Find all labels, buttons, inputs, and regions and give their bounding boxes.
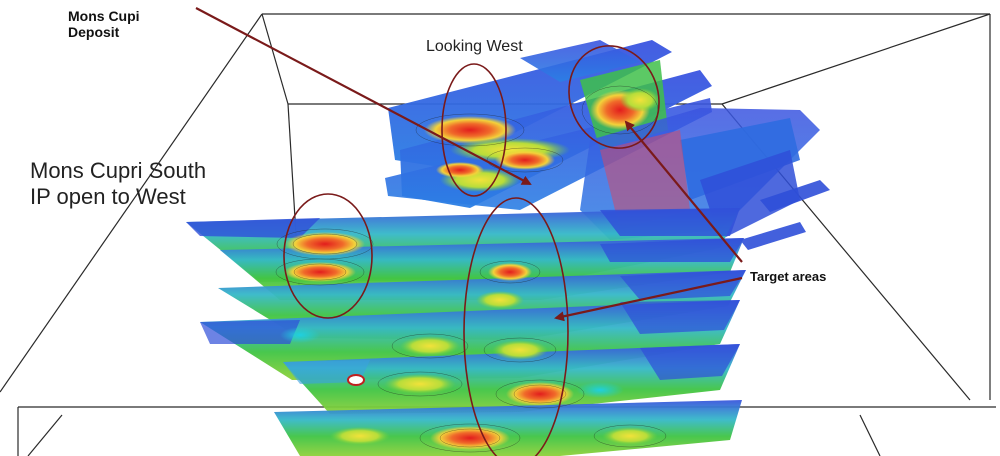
ellipse-south-west [283, 193, 373, 319]
upper-ip-sections [385, 40, 830, 250]
looking-west-label: Looking West [426, 38, 523, 55]
ellipse-upper-right [568, 45, 660, 149]
ellipse-south-center [463, 197, 569, 456]
south-label-line1: Mons Cupri South [30, 158, 207, 183]
target-areas-label: Target areas [750, 269, 827, 284]
ellipse-upper-left [441, 63, 507, 197]
arrow-deposit [195, 7, 532, 185]
south-label-line2: IP open to West [30, 184, 186, 210]
mons-cupri-south-label: Mons Cupri South IP open to West [30, 158, 270, 211]
arrow-target-upper [624, 120, 743, 263]
annotation-ellipses [283, 45, 660, 456]
deposit-label: Mons Cupi Deposit [68, 8, 140, 41]
lower-ip-sections [186, 85, 746, 456]
arrow-target-lower [554, 276, 743, 322]
annotation-arrows [195, 7, 743, 322]
